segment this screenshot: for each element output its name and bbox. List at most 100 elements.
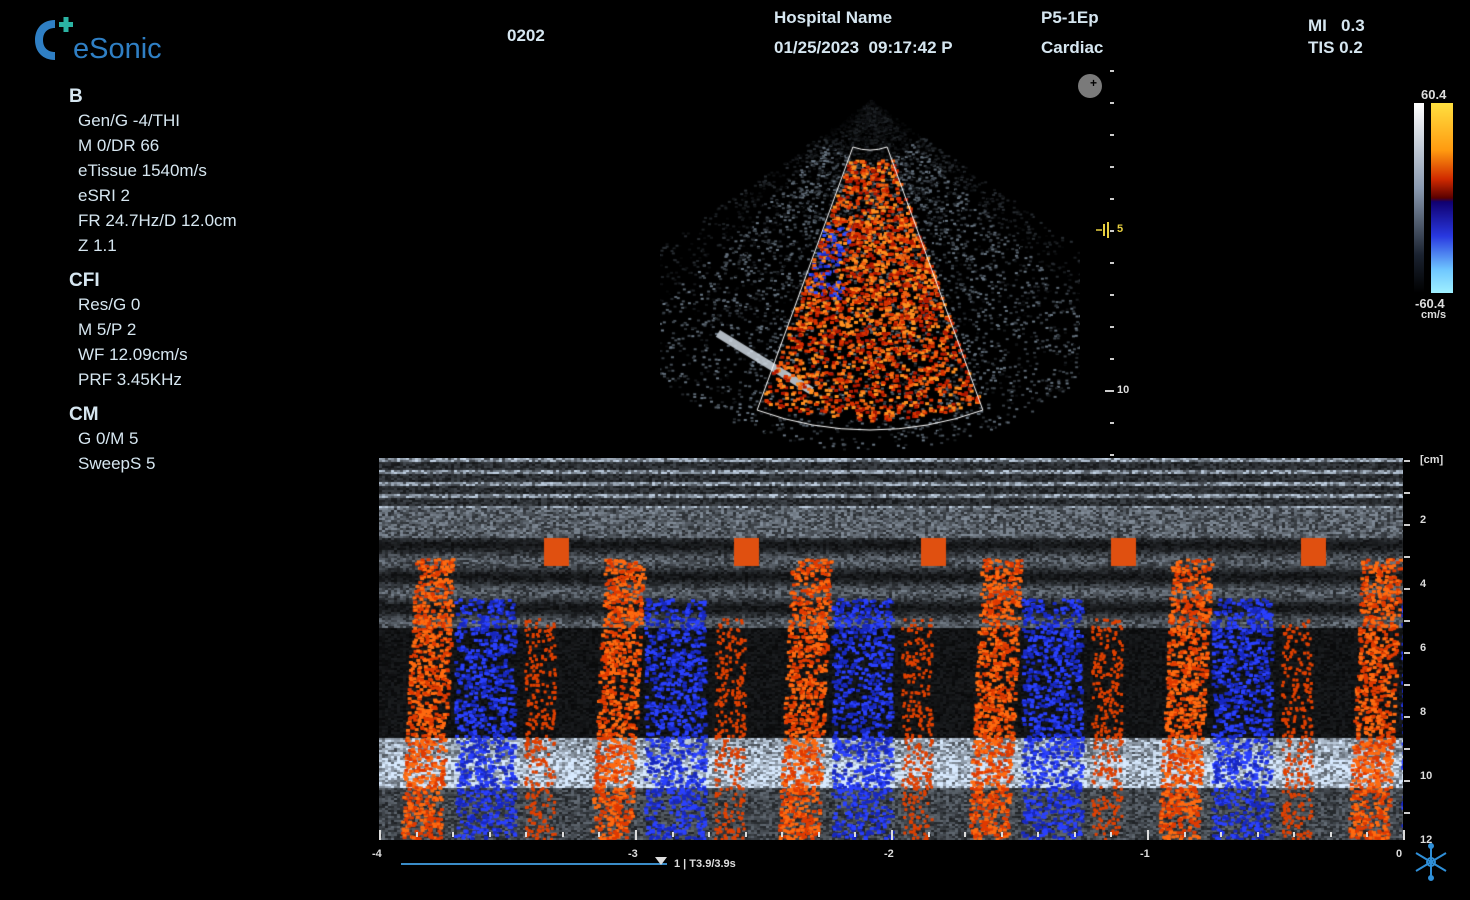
- param: Res/G 0: [78, 295, 141, 314]
- param: M 0/DR 66: [78, 136, 160, 155]
- cine-scroll-bar[interactable]: [401, 863, 667, 865]
- depth-tick: [1404, 652, 1410, 654]
- time-tick: [927, 832, 930, 837]
- time-tick: [671, 832, 674, 837]
- param: eTissue 1540m/s: [78, 161, 207, 180]
- depth-tick: [1110, 230, 1114, 232]
- cfi-params: CFI Res/G 0 M 5/P 2 WF 12.09cm/s PRF 3.4…: [69, 270, 237, 392]
- exam-datetime: 01/25/2023 09:17:42 P: [774, 38, 953, 57]
- time-axis: -4 -3 -2 -1 0: [360, 830, 1420, 860]
- time-tick: [488, 832, 491, 837]
- parameter-panel: B Gen/G -4/THI M 0/DR 66 eTissue 1540m/s…: [69, 80, 237, 488]
- velocity-color-bar: [1431, 103, 1453, 293]
- time-tick: [452, 832, 455, 837]
- color-mmode-trace[interactable]: [379, 458, 1403, 840]
- depth-tick: [1404, 780, 1410, 782]
- logo-text: eSonic: [73, 33, 162, 64]
- esonic-logo: eSonic: [33, 14, 193, 65]
- time-tick: [1000, 832, 1003, 837]
- param: Z 1.1: [78, 236, 117, 255]
- depth-label: 12: [1420, 834, 1433, 846]
- time-tick: [1402, 830, 1405, 840]
- time-tick: [1256, 832, 1259, 837]
- time-tick: [854, 832, 857, 837]
- depth-tick: [1404, 492, 1410, 494]
- mechanical-index: MI 0.3: [1308, 16, 1365, 35]
- depth-label-10: 10: [1117, 384, 1130, 396]
- probe-marker-icon: +: [1078, 74, 1102, 98]
- depth-tick: [1404, 620, 1410, 622]
- depth-label: 8: [1420, 706, 1427, 718]
- depth-tick: [1110, 422, 1114, 424]
- hospital-name: Hospital Name: [774, 8, 893, 27]
- focus-depth-label: 5: [1117, 223, 1124, 235]
- cine-frame-label: 1 | T3.9/3.9s: [674, 858, 736, 870]
- time-tick: [379, 830, 381, 840]
- time-tick: [1293, 832, 1296, 837]
- time-label: 0: [1396, 848, 1403, 860]
- time-tick: [1366, 832, 1369, 837]
- patient-id: 0202: [507, 26, 545, 45]
- depth-tick: [1110, 102, 1114, 104]
- param: M 5/P 2: [78, 320, 137, 339]
- depth-tick: [1404, 556, 1410, 558]
- time-tick: [561, 832, 564, 837]
- param: SweepS 5: [78, 454, 156, 473]
- time-tick: [1329, 832, 1332, 837]
- time-tick: [1183, 832, 1186, 837]
- time-tick: [634, 830, 637, 840]
- color-scale-unit: cm/s: [1421, 309, 1447, 321]
- focus-marker-icon: [1096, 222, 1112, 238]
- depth-tick: [1110, 326, 1114, 328]
- depth-tick: [1110, 70, 1114, 72]
- mmode-depth-ruler: [cm] 2 4 6 8 10 12: [1403, 454, 1463, 846]
- time-label: -4: [372, 848, 382, 860]
- time-tick: [781, 832, 784, 837]
- depth-label: 10: [1420, 770, 1433, 782]
- time-tick: [1073, 832, 1076, 837]
- depth-tick: [1110, 198, 1114, 200]
- param: eSRI 2: [78, 186, 130, 205]
- depth-tick: [1110, 294, 1114, 296]
- time-tick: [415, 832, 418, 837]
- probe-name: P5-1Ep: [1041, 8, 1099, 27]
- color-scale-bar: [1414, 103, 1424, 293]
- depth-tick: [1110, 166, 1114, 168]
- time-label: -1: [1140, 848, 1150, 860]
- depth-label: 6: [1420, 642, 1427, 654]
- time-label: -2: [884, 848, 894, 860]
- depth-tick: [1105, 390, 1114, 392]
- depth-tick: [1404, 460, 1410, 462]
- snowflake-icon[interactable]: [1412, 843, 1450, 881]
- color-scale-max: 60.4: [1421, 87, 1447, 102]
- depth-tick: [1404, 684, 1410, 686]
- param: G 0/M 5: [78, 429, 139, 448]
- depth-tick: [1110, 454, 1114, 456]
- depth-tick: [1110, 134, 1114, 136]
- depth-tick: [1404, 716, 1410, 718]
- section-title: CFI: [69, 270, 100, 291]
- depth-tick: [1404, 812, 1410, 814]
- time-label: -3: [628, 848, 638, 860]
- time-tick: [708, 832, 711, 837]
- time-tick: [598, 832, 601, 837]
- time-tick: [525, 832, 528, 837]
- cm-params: CM G 0/M 5 SweepS 5: [69, 404, 237, 476]
- cine-position-handle[interactable]: [655, 857, 667, 865]
- param: FR 24.7Hz/D 12.0cm: [78, 211, 237, 230]
- depth-tick: [1404, 588, 1410, 590]
- exam-preset: Cardiac: [1041, 38, 1104, 57]
- time-tick: [817, 832, 820, 837]
- depth-tick: [1110, 358, 1114, 360]
- depth-label: 4: [1420, 578, 1427, 590]
- param: WF 12.09cm/s: [78, 345, 188, 364]
- depth-unit-label: [cm]: [1420, 454, 1444, 466]
- bmode-color-image[interactable]: [660, 60, 1080, 460]
- time-tick: [1037, 832, 1040, 837]
- depth-label: 2: [1420, 514, 1427, 526]
- time-tick: [1220, 832, 1223, 837]
- thermal-index: TIS 0.2: [1308, 38, 1363, 57]
- time-tick: [964, 832, 967, 837]
- section-title: CM: [69, 404, 99, 425]
- depth-tick: [1404, 524, 1410, 526]
